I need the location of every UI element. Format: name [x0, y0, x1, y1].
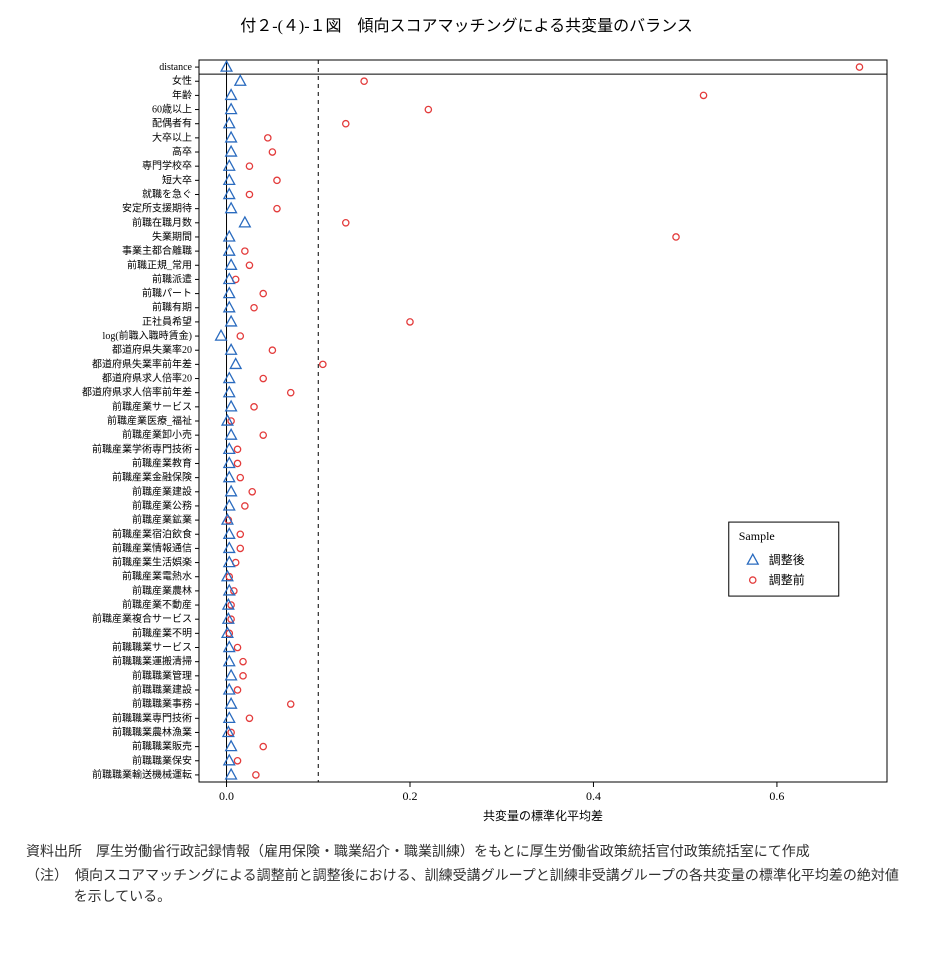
- svg-text:年齢: 年齢: [172, 88, 192, 101]
- svg-text:前職産業学術専門技術: 前職産業学術専門技術: [92, 442, 192, 455]
- caption-source: 資料出所 厚生労働省行政記録情報（雇用保険・職業紹介・職業訓練）をもとに厚生労働…: [26, 842, 907, 864]
- svg-text:前職産業不明: 前職産業不明: [132, 626, 192, 639]
- svg-text:前職パート: 前職パート: [142, 287, 192, 300]
- svg-text:前職産業医療_福祉: 前職産業医療_福祉: [107, 414, 192, 427]
- svg-text:前職産業公務: 前職産業公務: [132, 499, 192, 512]
- svg-text:前職在職月数: 前職在職月数: [132, 216, 192, 229]
- svg-text:0.0: 0.0: [219, 789, 234, 803]
- svg-text:調整前: 調整前: [768, 572, 804, 587]
- svg-text:前職産業生活娯楽: 前職産業生活娯楽: [112, 556, 192, 569]
- svg-text:女性: 女性: [172, 74, 192, 87]
- svg-text:前職職業保安: 前職職業保安: [132, 754, 192, 767]
- svg-text:前職職業建設: 前職職業建設: [132, 683, 192, 696]
- svg-text:前職職業事務: 前職職業事務: [132, 697, 192, 710]
- svg-text:前職産業情報通信: 前職産業情報通信: [112, 541, 192, 554]
- svg-text:都道府県求人倍率20: 都道府県求人倍率20: [102, 372, 192, 385]
- svg-text:前職職業販売: 前職職業販売: [132, 740, 192, 753]
- svg-text:調整後: 調整後: [768, 552, 804, 567]
- svg-text:前職産業サービス: 前職産業サービス: [112, 400, 192, 413]
- svg-text:Sample: Sample: [738, 529, 774, 543]
- svg-text:前職産業教育: 前職産業教育: [132, 456, 192, 469]
- svg-text:就職を急ぐ: 就職を急ぐ: [142, 187, 192, 200]
- svg-text:0.6: 0.6: [769, 789, 784, 803]
- svg-text:前職職業専門技術: 前職職業専門技術: [112, 711, 192, 724]
- svg-text:前職産業鉱業: 前職産業鉱業: [132, 513, 192, 526]
- svg-text:distance: distance: [159, 62, 192, 73]
- svg-text:前職有期: 前職有期: [152, 301, 192, 314]
- svg-text:都道府県失業率20: 都道府県失業率20: [112, 343, 192, 356]
- balance-chart: 0.0 0.2 0.4 0.6 共変量の標準化平均差 distance女性年齢 60歳以上配…: [27, 42, 907, 832]
- svg-text:共変量の標準化平均差: 共変量の標準化平均差: [482, 808, 602, 823]
- chart-title: 付２-(４)-１図 傾向スコアマッチングによる共変量のバランス: [0, 12, 933, 36]
- svg-text:60歳以上: 60歳以上: [152, 104, 192, 116]
- svg-text:安定所支援期待: 安定所支援期待: [122, 202, 192, 215]
- svg-text:配偶者有: 配偶者有: [152, 117, 192, 130]
- svg-text:正社員希望: 正社員希望: [142, 315, 192, 328]
- caption-block: 資料出所 厚生労働省行政記録情報（雇用保険・職業紹介・職業訓練）をもとに厚生労働…: [26, 842, 907, 909]
- svg-text:専門学校卒: 専門学校卒: [142, 159, 192, 172]
- svg-text:都道府県求人倍率前年差: 都道府県求人倍率前年差: [82, 386, 192, 399]
- svg-text:前職産業宿泊飲食: 前職産業宿泊飲食: [112, 527, 192, 540]
- caption-note: （注） 傾向スコアマッチングによる調整前と調整後における、訓練受講グループと訓練…: [26, 866, 907, 909]
- svg-text:前職職業運搬清掃: 前職職業運搬清掃: [112, 655, 192, 668]
- svg-text:前職産業農林: 前職産業農林: [132, 584, 192, 597]
- svg-text:0.4: 0.4: [585, 789, 600, 803]
- svg-text:0.2: 0.2: [402, 789, 417, 803]
- svg-text:前職職業サービス: 前職職業サービス: [112, 641, 192, 654]
- svg-text:前職産業不動産: 前職産業不動産: [122, 598, 192, 611]
- svg-text:前職産業卸小売: 前職産業卸小売: [122, 428, 192, 441]
- svg-text:失業期間: 失業期間: [152, 230, 192, 243]
- svg-text:都道府県失業率前年差: 都道府県失業率前年差: [92, 357, 192, 370]
- svg-text:短大卒: 短大卒: [162, 173, 192, 186]
- svg-text:前職産業金融保険: 前職産業金融保険: [112, 471, 192, 484]
- svg-text:前職派遣: 前職派遣: [152, 272, 192, 285]
- svg-text:前職職業管理: 前職職業管理: [132, 669, 192, 682]
- svg-text:大卒以上: 大卒以上: [152, 131, 192, 144]
- svg-text:事業主都合離職: 事業主都合離職: [122, 244, 192, 257]
- svg-text:前職産業電熱水: 前職産業電熱水: [122, 570, 192, 583]
- svg-text:前職正規_常用: 前職正規_常用: [127, 258, 192, 271]
- svg-text:前職職業農林漁業: 前職職業農林漁業: [112, 725, 192, 738]
- svg-text:前職産業建設: 前職産業建設: [132, 485, 192, 498]
- svg-text:前職職業輸送機械運転: 前職職業輸送機械運転: [92, 768, 192, 781]
- svg-text:高卒: 高卒: [172, 145, 192, 158]
- svg-text:前職産業複合サービス: 前職産業複合サービス: [92, 612, 192, 625]
- svg-text:log(前職入職時賃金): log(前職入職時賃金): [102, 329, 191, 342]
